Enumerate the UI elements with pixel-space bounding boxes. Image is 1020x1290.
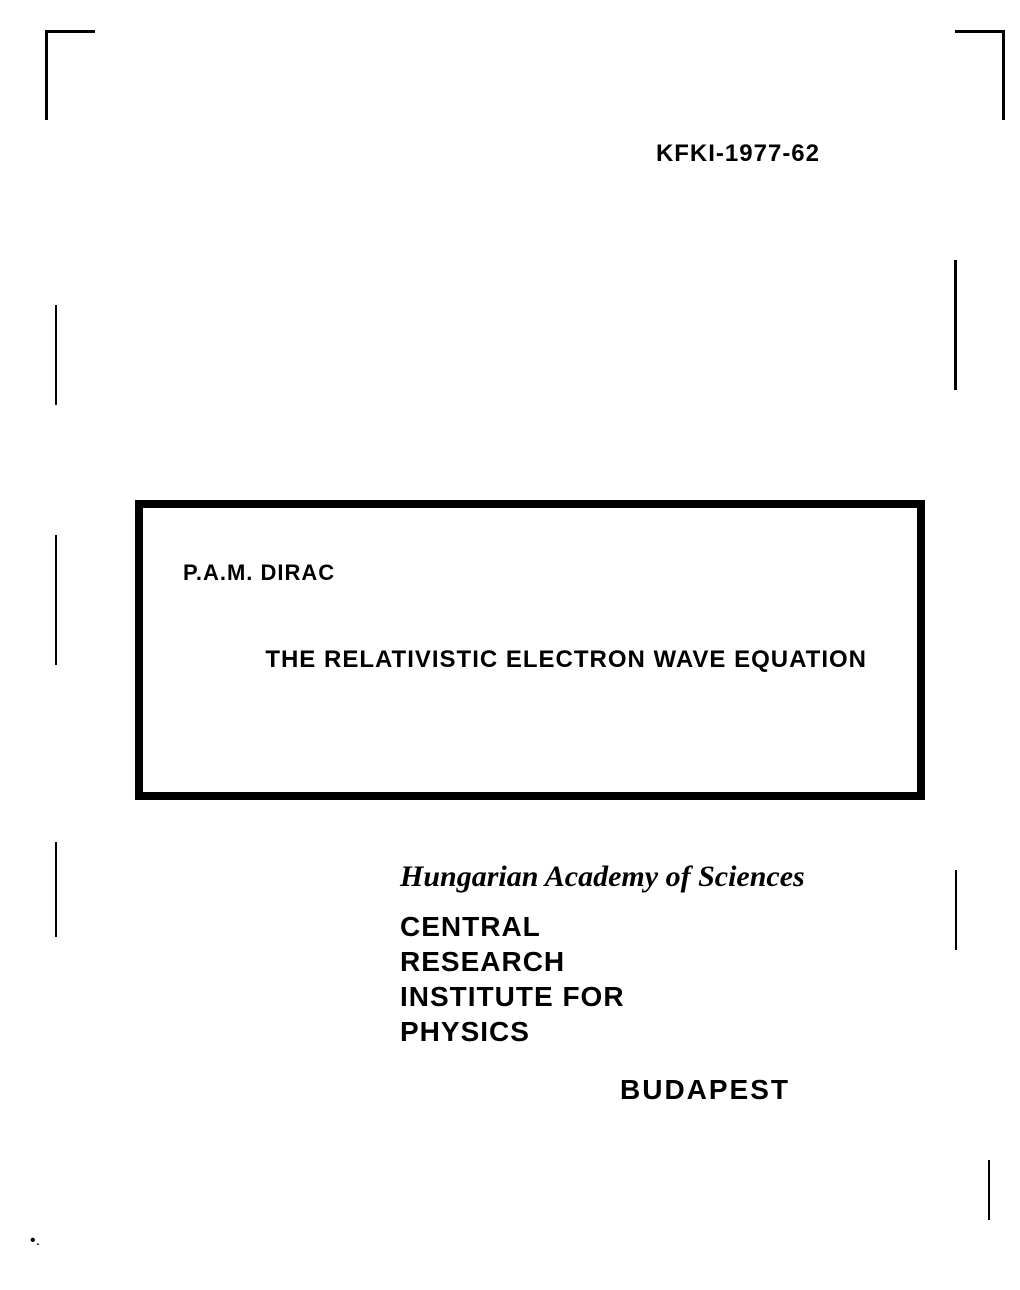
institute-line: PHYSICS [400, 1014, 805, 1049]
institute-line: CENTRAL [400, 909, 805, 944]
scan-artifact-line [55, 305, 57, 405]
scan-artifact-line [55, 535, 57, 665]
scan-artifact-mark: •. [30, 1232, 40, 1250]
scan-artifact-line [954, 260, 957, 390]
corner-mark-top-right [955, 30, 1005, 120]
publisher-section: Hungarian Academy of Sciences CENTRAL RE… [400, 860, 805, 1106]
scan-artifact-line [955, 870, 957, 950]
author-name: P.A.M. DIRAC [183, 560, 877, 586]
institute-line: RESEARCH [400, 944, 805, 979]
scan-artifact-line [55, 842, 57, 937]
city-name: BUDAPEST [620, 1074, 805, 1106]
document-id: KFKI-1977-62 [656, 140, 820, 168]
academy-name: Hungarian Academy of Sciences [400, 860, 805, 894]
institute-line: INSTITUTE FOR [400, 979, 805, 1014]
title-box: P.A.M. DIRAC THE RELATIVISTIC ELECTRON W… [135, 500, 925, 800]
paper-title: THE RELATIVISTIC ELECTRON WAVE EQUATION [183, 646, 877, 674]
institute-name: CENTRAL RESEARCH INSTITUTE FOR PHYSICS [400, 909, 805, 1049]
scan-artifact-line [988, 1160, 990, 1220]
corner-mark-top-left [45, 30, 95, 120]
